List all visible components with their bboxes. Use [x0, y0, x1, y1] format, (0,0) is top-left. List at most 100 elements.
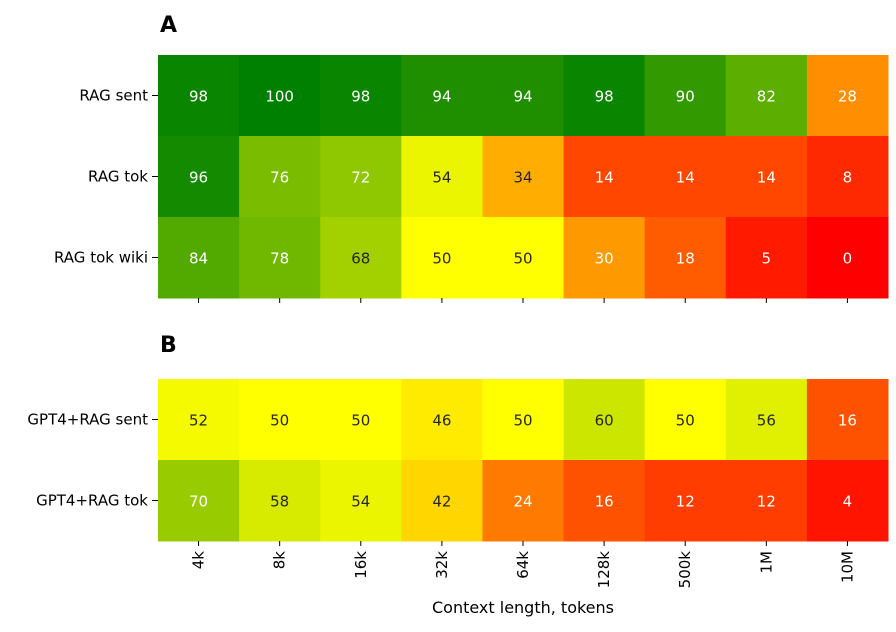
- cell-value-label: 14: [595, 169, 614, 187]
- cell-value-label: 12: [676, 493, 695, 511]
- heatmap-cell: [482, 217, 565, 299]
- heatmap-cell: [806, 55, 889, 137]
- heatmap-cell: [320, 217, 402, 299]
- heatmap-cell: [725, 55, 808, 137]
- heatmap-cell: [644, 379, 727, 461]
- y-tick-label: GPT4+RAG sent: [27, 411, 148, 429]
- cell-value-label: 68: [351, 250, 370, 268]
- cell-value-label: 56: [757, 412, 776, 430]
- heatmap-cell: [239, 379, 321, 461]
- heatmap-cell: [158, 55, 240, 137]
- x-tick-label: 500k: [676, 551, 694, 589]
- y-tick-label: RAG tok wiki: [54, 249, 148, 267]
- y-tick-label: RAG sent: [79, 87, 148, 105]
- cell-value-label: 98: [595, 88, 614, 106]
- cell-value-label: 0: [843, 250, 853, 268]
- heatmap-cell: [725, 379, 808, 461]
- heatmap-cell: [482, 136, 565, 218]
- cell-value-label: 5: [762, 250, 772, 268]
- heatmap-cell: [725, 460, 808, 542]
- heatmap-cell: [725, 136, 808, 218]
- x-tick-label: 128k: [595, 551, 613, 589]
- x-tick-label: 8k: [271, 551, 289, 570]
- cell-value-label: 78: [270, 250, 289, 268]
- cell-value-label: 60: [595, 412, 614, 430]
- cell-value-label: 100: [265, 88, 294, 106]
- heatmap-cell: [563, 379, 646, 461]
- cell-value-label: 12: [757, 493, 776, 511]
- x-tick-label: 1M: [757, 551, 775, 574]
- x-tick-label: 32k: [433, 551, 451, 579]
- heatmap-cell: [158, 460, 240, 542]
- cell-value-label: 50: [432, 250, 451, 268]
- x-tick-label: 10M: [838, 551, 856, 583]
- cell-value-label: 34: [513, 169, 532, 187]
- cell-value-label: 98: [351, 88, 370, 106]
- heatmap-cell: [401, 379, 483, 461]
- heatmap-cell: [320, 55, 402, 137]
- heatmap-cell: [239, 136, 321, 218]
- heatmap-cell: [401, 55, 483, 137]
- cell-value-label: 30: [595, 250, 614, 268]
- heatmap-cell: [725, 217, 808, 299]
- heatmap-cell: [239, 460, 321, 542]
- cell-value-label: 82: [757, 88, 776, 106]
- heatmap-cell: [563, 217, 646, 299]
- heatmap-cell: [239, 217, 321, 299]
- heatmap-cell: [644, 136, 727, 218]
- heatmap-cell: [320, 379, 402, 461]
- heatmap-cell: [806, 379, 889, 461]
- heatmap-cell: [401, 460, 483, 542]
- heatmap-cell: [644, 55, 727, 137]
- panel-label-b: B: [160, 333, 177, 358]
- cell-value-label: 50: [513, 250, 532, 268]
- cell-value-label: 50: [270, 412, 289, 430]
- cell-value-label: 42: [432, 493, 451, 511]
- cell-value-label: 94: [432, 88, 451, 106]
- heatmap-cell: [563, 460, 646, 542]
- cell-value-label: 18: [676, 250, 695, 268]
- cell-value-label: 14: [757, 169, 776, 187]
- cell-value-label: 98: [189, 88, 208, 106]
- cell-value-label: 52: [189, 412, 208, 430]
- cell-value-label: 54: [432, 169, 451, 187]
- heatmap-cell: [806, 460, 889, 542]
- cell-value-label: 16: [838, 412, 857, 430]
- heatmap-cell: [158, 217, 240, 299]
- cell-value-label: 50: [676, 412, 695, 430]
- y-tick-label: GPT4+RAG tok: [36, 492, 148, 510]
- heatmap-cell: [806, 217, 889, 299]
- heatmap-cell: [401, 136, 483, 218]
- cell-value-label: 4: [843, 493, 853, 511]
- cell-value-label: 70: [189, 493, 208, 511]
- cell-value-label: 90: [676, 88, 695, 106]
- heatmap-cell: [482, 460, 565, 542]
- cell-value-label: 24: [513, 493, 532, 511]
- cell-value-label: 50: [513, 412, 532, 430]
- cell-value-label: 84: [189, 250, 208, 268]
- cell-value-label: 94: [513, 88, 532, 106]
- cell-value-label: 28: [838, 88, 857, 106]
- cell-value-label: 54: [351, 493, 370, 511]
- cell-value-label: 16: [595, 493, 614, 511]
- cell-value-label: 46: [432, 412, 451, 430]
- heatmap-cell: [158, 379, 240, 461]
- heatmap-cell: [482, 55, 565, 137]
- cell-value-label: 14: [676, 169, 695, 187]
- heatmap-cell: [401, 217, 483, 299]
- heatmap-cell: [563, 136, 646, 218]
- heatmap-cell: [239, 55, 321, 137]
- heatmap-cell: [482, 379, 565, 461]
- cell-value-label: 96: [189, 169, 208, 187]
- heatmap-cell: [320, 460, 402, 542]
- x-tick-label: 64k: [514, 551, 532, 579]
- heatmap-cell: [563, 55, 646, 137]
- cell-value-label: 72: [351, 169, 370, 187]
- heatmap-cell: [320, 136, 402, 218]
- cell-value-label: 76: [270, 169, 289, 187]
- heatmap-cell: [806, 136, 889, 218]
- y-tick-label: RAG tok: [88, 168, 148, 186]
- heatmap-cell: [158, 136, 240, 218]
